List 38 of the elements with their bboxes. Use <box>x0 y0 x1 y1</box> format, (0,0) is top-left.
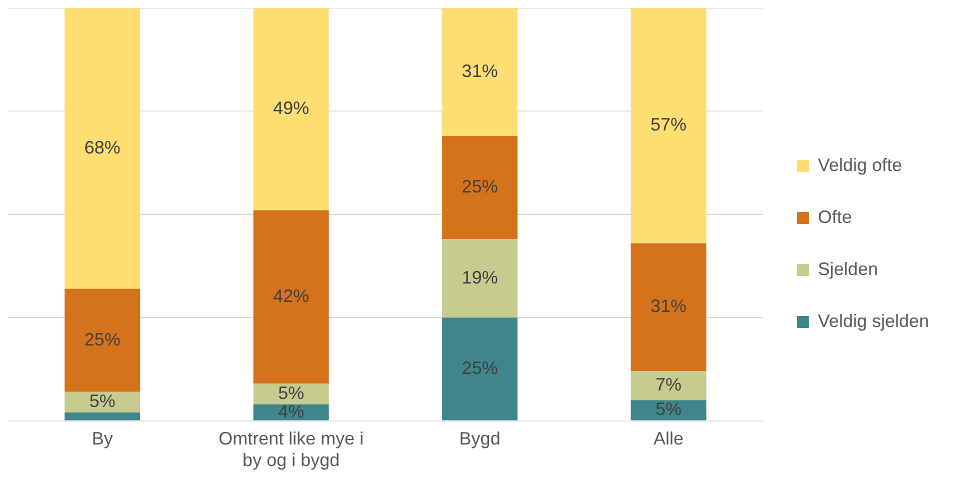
bar <box>253 384 329 404</box>
data-label: 25% <box>462 358 498 378</box>
bar <box>442 239 518 318</box>
bar <box>64 412 140 420</box>
data-label: 4% <box>278 401 304 422</box>
x-tick-label: By <box>92 428 113 449</box>
bar <box>64 288 140 392</box>
data-label: 7% <box>656 374 682 395</box>
bar <box>442 8 518 136</box>
bar <box>253 210 329 384</box>
data-label: 5% <box>278 382 304 403</box>
bar <box>64 8 140 289</box>
x-tick-label: Alle <box>654 428 684 449</box>
bar <box>64 392 140 413</box>
data-label: 5% <box>656 399 682 420</box>
bar <box>442 136 518 240</box>
bar <box>630 371 706 400</box>
legend-label: Ofte <box>818 206 852 227</box>
data-label: 57% <box>650 114 687 135</box>
data-label: 25% <box>462 176 498 197</box>
legend-label: Veldig sjelden <box>818 310 930 331</box>
data-label: 31% <box>650 296 687 316</box>
legend-label: Veldig ofte <box>818 154 902 175</box>
x-tick-label: Bygd <box>459 428 500 449</box>
bar <box>253 8 329 210</box>
bar <box>442 318 518 420</box>
data-label: 25% <box>84 329 120 350</box>
x-tick-label: Omtrent like mye i by og i bygd <box>218 428 364 470</box>
data-label: 68% <box>84 137 120 158</box>
bar <box>630 400 706 420</box>
data-label: 42% <box>273 286 310 306</box>
data-label: 19% <box>462 267 498 288</box>
data-label: 31% <box>462 60 498 81</box>
bar <box>630 243 706 372</box>
data-label: 49% <box>273 98 310 118</box>
data-label: 5% <box>89 391 116 412</box>
legend-label: Sjelden <box>818 258 878 279</box>
bar <box>630 8 706 244</box>
